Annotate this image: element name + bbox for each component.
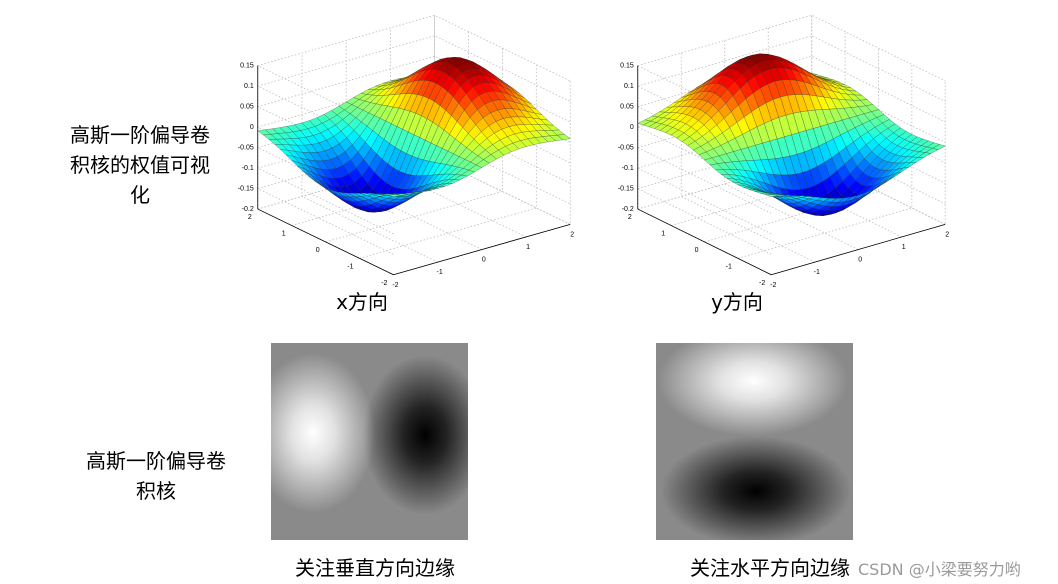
row1-left-label: 高斯一阶偏导卷 积核的权值可视 化 [50,120,230,210]
z-tick-label: -0.15 [238,186,254,193]
row1-left-line: 化 [130,183,150,207]
grid-line [257,167,394,235]
x-tick-label: 1 [526,244,530,251]
row2-left-line: 高斯一阶偏导卷 [86,449,226,473]
y-tick-label: -2 [381,280,387,287]
z-tick-label: 0.05 [240,104,254,111]
grid-line [257,188,394,255]
x-tick-label: 2 [570,231,574,238]
surface-patch [387,194,401,197]
z-tick-label: -0.1 [242,165,254,172]
axis-line [393,223,571,276]
y-tick-label: 1 [282,230,286,237]
z-tick-label: 0 [250,124,254,131]
x-tick-label: -1 [437,269,443,276]
row1-left-line: 积核的权值可视 [70,153,210,177]
axis-line [257,208,394,276]
surface-plot-x: -0.2 -0.15 -0.1 -0.05 0 0.05 0.1 0.15 -2 -1 0 1 2 -2 -… [238,14,574,289]
z-tick-label: -0.05 [238,145,254,152]
grid-line [257,137,571,205]
z-tick-label: -0.2 [242,206,254,213]
row1-left-line: 高斯一阶偏导卷 [70,123,210,147]
row2-left-label: 高斯一阶偏导卷 积核 [66,446,246,506]
y-tick-label: 2 [248,214,252,221]
z-tick-label: 0.1 [244,83,254,90]
y-tick-label: -1 [347,263,353,270]
kernel-image-horizontal-edges [656,343,853,540]
image2-caption: 关注水平方向边缘 [690,556,850,580]
row2-left-line: 积核 [136,479,176,503]
image1-caption: 关注垂直方向边缘 [295,556,455,580]
grid-line [257,14,571,82]
plot2-caption: y方向 [711,290,763,314]
plot1-caption: x方向 [336,290,388,314]
grid-line [257,35,571,102]
z-tick-label: 0.15 [240,63,254,70]
watermark: CSDN @小梁要努力哟 [858,560,1021,579]
y-tick-label: 0 [316,247,320,254]
grid-line [257,117,571,184]
x-tick-label: -2 [392,282,398,289]
kernel-image-vertical-edges [271,343,468,540]
x-tick-label: 0 [482,257,486,264]
